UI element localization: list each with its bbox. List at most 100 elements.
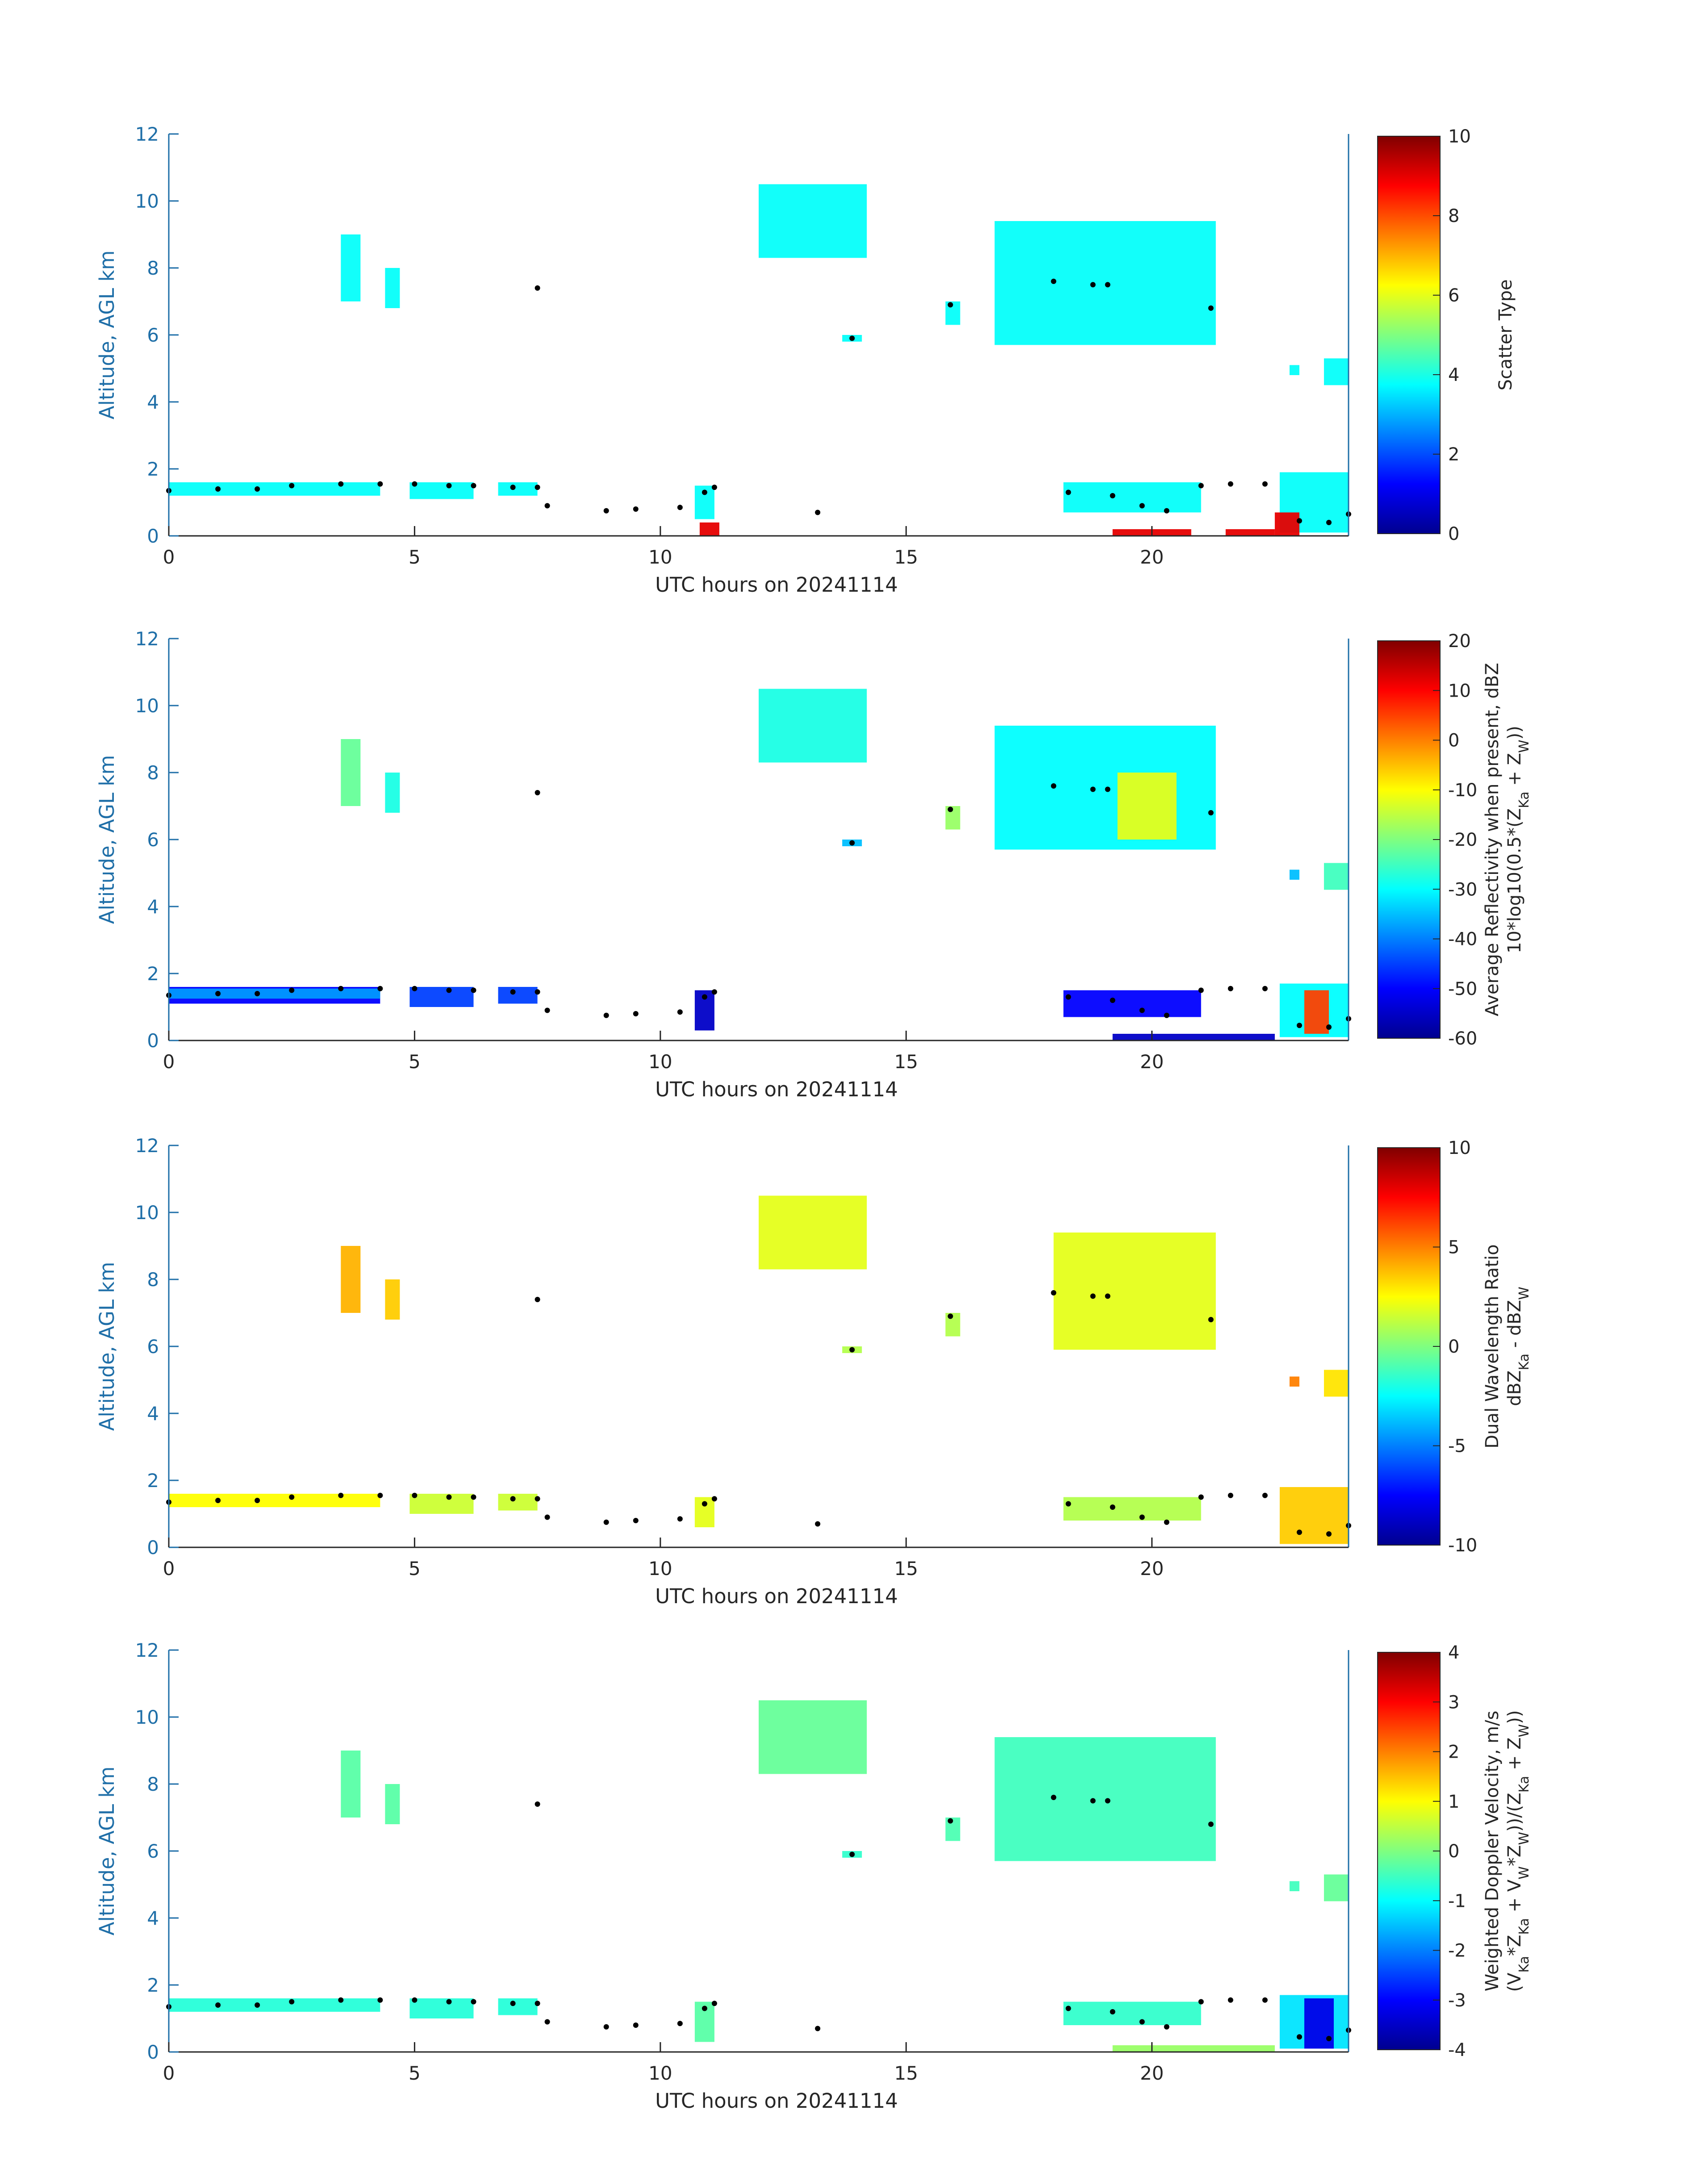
cloud-base-marker-8 <box>446 1494 452 1500</box>
heatmap-layers <box>169 184 1349 536</box>
cloud-base-marker-14 <box>633 506 639 512</box>
heatmap-layers <box>169 689 1349 1040</box>
cloud-base-marker-30 <box>1198 1494 1204 1500</box>
cloud-base-marker-8 <box>446 987 452 993</box>
cloud-base-marker-29 <box>1164 508 1169 514</box>
heatmap-cell-4 <box>341 234 361 301</box>
colorbar-tick-label: 4 <box>1448 1642 1459 1663</box>
cloud-base-marker-14 <box>633 1011 639 1016</box>
y-tick-label: 0 <box>147 525 159 547</box>
cloud-base-marker-12 <box>544 503 550 509</box>
heatmap-cell-6 <box>759 184 867 258</box>
x-axis-label: UTC hours on 20241114 <box>655 1078 898 1101</box>
cloud-base-marker-15 <box>677 1009 683 1015</box>
cloud-base-marker-27 <box>1110 1504 1115 1510</box>
heatmap-cell-3 <box>409 987 474 1007</box>
y-tick-label: 12 <box>135 1639 159 1661</box>
cloud-base-marker-20 <box>849 335 855 341</box>
x-tick-label: 15 <box>894 1051 918 1073</box>
heatmap-cell-3 <box>498 482 538 496</box>
heatmap-cell-10 <box>1289 365 1299 375</box>
y-tick-label: 12 <box>135 628 159 650</box>
cloud-base-marker-8 <box>446 1999 452 2005</box>
colorbar-tick-label: 3 <box>1448 1692 1459 1713</box>
y-tick-label: 6 <box>147 829 159 851</box>
heatmap-cell-6 <box>385 773 400 813</box>
colorbar-tick-label: -30 <box>1448 879 1477 900</box>
colorbar-label: Average Reflectivity when present, dBZ <box>1482 663 1503 1016</box>
x-tick-label: 5 <box>409 1051 421 1073</box>
cloud-base-marker-26 <box>1110 998 1115 1003</box>
cloud-base-marker-32 <box>1262 1492 1268 1498</box>
cloud-base-marker-30 <box>1198 1999 1204 2005</box>
heatmap-cell-4 <box>341 1246 361 1313</box>
cloud-base-marker-4 <box>289 987 295 993</box>
cloud-base-marker-28 <box>1139 1514 1145 1520</box>
cloud-base-marker-27 <box>1110 2009 1115 2014</box>
cloud-base-marker-16 <box>702 489 707 495</box>
cloud-base-marker-2 <box>215 2002 221 2008</box>
x-tick-label: 20 <box>1140 1051 1164 1073</box>
y-tick-label: 10 <box>135 695 159 717</box>
cloud-base-marker-27 <box>1139 1007 1145 1013</box>
cloud-base-marker-15 <box>677 2021 683 2027</box>
heatmap-cell-9 <box>1053 1233 1216 1350</box>
colorbar-tick-label: 0 <box>1448 1337 1459 1357</box>
y-tick-label: 12 <box>135 123 159 145</box>
cloud-base-marker-28 <box>1139 503 1145 509</box>
cloud-base-marker-29 <box>1198 987 1204 993</box>
y-tick-label: 10 <box>135 1706 159 1728</box>
cloud-base-marker-13 <box>603 1012 609 1018</box>
cloud-base-marker-17 <box>711 1496 717 1502</box>
y-tick-label: 2 <box>147 458 159 480</box>
heatmap-cell-2 <box>409 1494 474 1514</box>
colorbar-tick-label: 10 <box>1448 681 1471 701</box>
heatmap-cell-14 <box>1063 990 1201 1017</box>
cloud-base-marker-13 <box>603 1519 609 1525</box>
heatmap-cell-6 <box>759 1700 867 1774</box>
heatmap-cell-9 <box>994 1737 1216 1861</box>
heatmap-cell-12 <box>1063 482 1201 513</box>
cloud-base-marker-19 <box>535 1801 540 1807</box>
heatmap-cell-9 <box>994 221 1216 345</box>
x-tick-label: 10 <box>648 1558 672 1579</box>
cloud-base-marker-2 <box>215 991 221 996</box>
heatmap-cell-2 <box>169 988 380 999</box>
colorbar-label: Dual Wavelength Ratio <box>1482 1244 1503 1448</box>
cloud-base-marker-5 <box>338 481 344 487</box>
heatmap-cell-4 <box>498 987 538 1004</box>
colorbar <box>1377 1652 1441 2050</box>
cloud-base-marker-21 <box>948 1313 953 1319</box>
heatmap-cell-3 <box>498 1998 538 2015</box>
cloud-base-marker-15 <box>677 1516 683 1522</box>
cloud-base-marker-24 <box>1208 810 1214 815</box>
cloud-base-marker-33 <box>1296 2034 1302 2040</box>
colorbar-tick-label: -50 <box>1448 979 1477 999</box>
heatmap-cell-6 <box>759 1195 867 1270</box>
cloud-base-marker-18 <box>815 2026 821 2031</box>
heatmap-cell-12 <box>1063 2002 1201 2025</box>
cloud-base-marker-4 <box>289 1999 295 2005</box>
cloud-base-marker-32 <box>1262 1997 1268 2003</box>
cloud-base-marker-12 <box>544 2019 550 2025</box>
y-axis-label: Altitude, AGL km <box>95 251 119 420</box>
cloud-base-marker-32 <box>1262 481 1268 487</box>
cloud-base-marker-31 <box>1262 986 1268 991</box>
cloud-base-marker-10 <box>510 485 516 490</box>
cloud-base-marker-22 <box>1051 1290 1057 1295</box>
panel-3: 0 2 4 6 8 10 12 0 5 10 15 20 UTC hours on 20241114 Al… <box>95 1135 1532 1608</box>
colorbar-tick-label: 10 <box>1448 1138 1471 1158</box>
x-tick-label: 20 <box>1140 2062 1164 2084</box>
x-tick-label: 20 <box>1140 1558 1164 1579</box>
cloud-base-marker-8 <box>446 483 452 489</box>
x-tick-label: 10 <box>648 2062 672 2084</box>
cloud-base-marker-34 <box>1326 2036 1332 2041</box>
heatmap-cell-12 <box>1063 1497 1201 1521</box>
cloud-base-marker-33 <box>1296 1529 1302 1535</box>
cloud-base-marker-11 <box>535 989 540 995</box>
y-axis-label: Altitude, AGL km <box>95 1262 119 1431</box>
heatmap-cell-1 <box>169 1494 380 1507</box>
cloud-base-marker-30 <box>1198 483 1204 489</box>
heatmap-cell-1 <box>169 482 380 496</box>
